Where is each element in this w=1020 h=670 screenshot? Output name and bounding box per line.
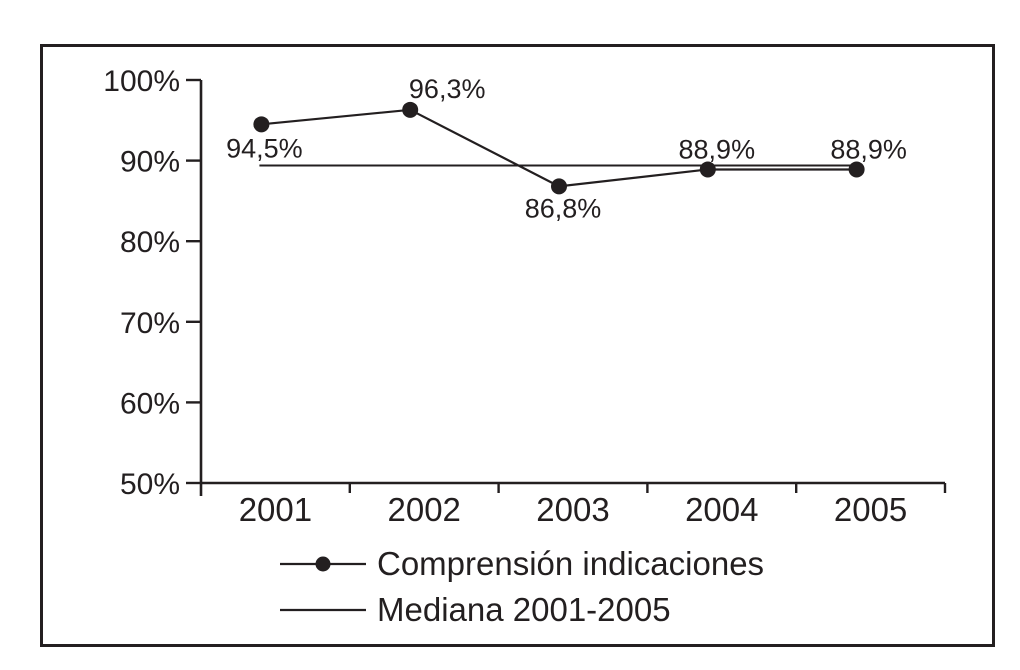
legend-item-mediana: Mediana 2001-2005 xyxy=(280,591,764,628)
data-point-label-2004: 88,9% xyxy=(679,134,756,164)
legend-label-mediana: Mediana 2001-2005 xyxy=(377,591,671,628)
legend-label-comprension: Comprensión indicaciones xyxy=(377,545,765,582)
x-category-label: 2004 xyxy=(685,491,758,528)
y-tick-label: 60% xyxy=(120,387,180,420)
series-line xyxy=(261,108,857,188)
x-category-label: 2005 xyxy=(834,491,907,528)
x-category-label: 2001 xyxy=(239,491,312,528)
y-tick-label: 80% xyxy=(120,226,180,259)
data-point-marker-2003 xyxy=(551,178,567,195)
data-point-marker-2001 xyxy=(253,116,270,133)
data-point-marker-2004 xyxy=(699,161,716,178)
data-point-label-2002: 96,3% xyxy=(409,74,486,104)
data-point-label-2005: 88,9% xyxy=(830,134,907,164)
median-line-swatch xyxy=(280,608,366,612)
y-tick-label: 90% xyxy=(120,146,180,179)
data-point-label-2001: 94,5% xyxy=(226,133,303,163)
legend-item-comprension-indicaciones: Comprensión indicaciones xyxy=(280,545,765,582)
x-category-label: 2002 xyxy=(387,491,460,528)
series-line-with-marker-swatch xyxy=(280,556,366,572)
data-point-label-2003: 86,8% xyxy=(525,193,602,223)
data-point-marker-2005 xyxy=(848,161,865,178)
y-tick-label: 50% xyxy=(120,468,180,501)
y-tick-label: 100% xyxy=(103,65,180,98)
legend: Comprensión indicaciones Mediana 2001-20… xyxy=(280,545,765,628)
y-tick-label: 70% xyxy=(120,307,180,340)
figure-border-frame xyxy=(40,44,995,647)
data-point-marker-2002 xyxy=(402,101,419,118)
x-category-label: 2003 xyxy=(536,491,609,528)
